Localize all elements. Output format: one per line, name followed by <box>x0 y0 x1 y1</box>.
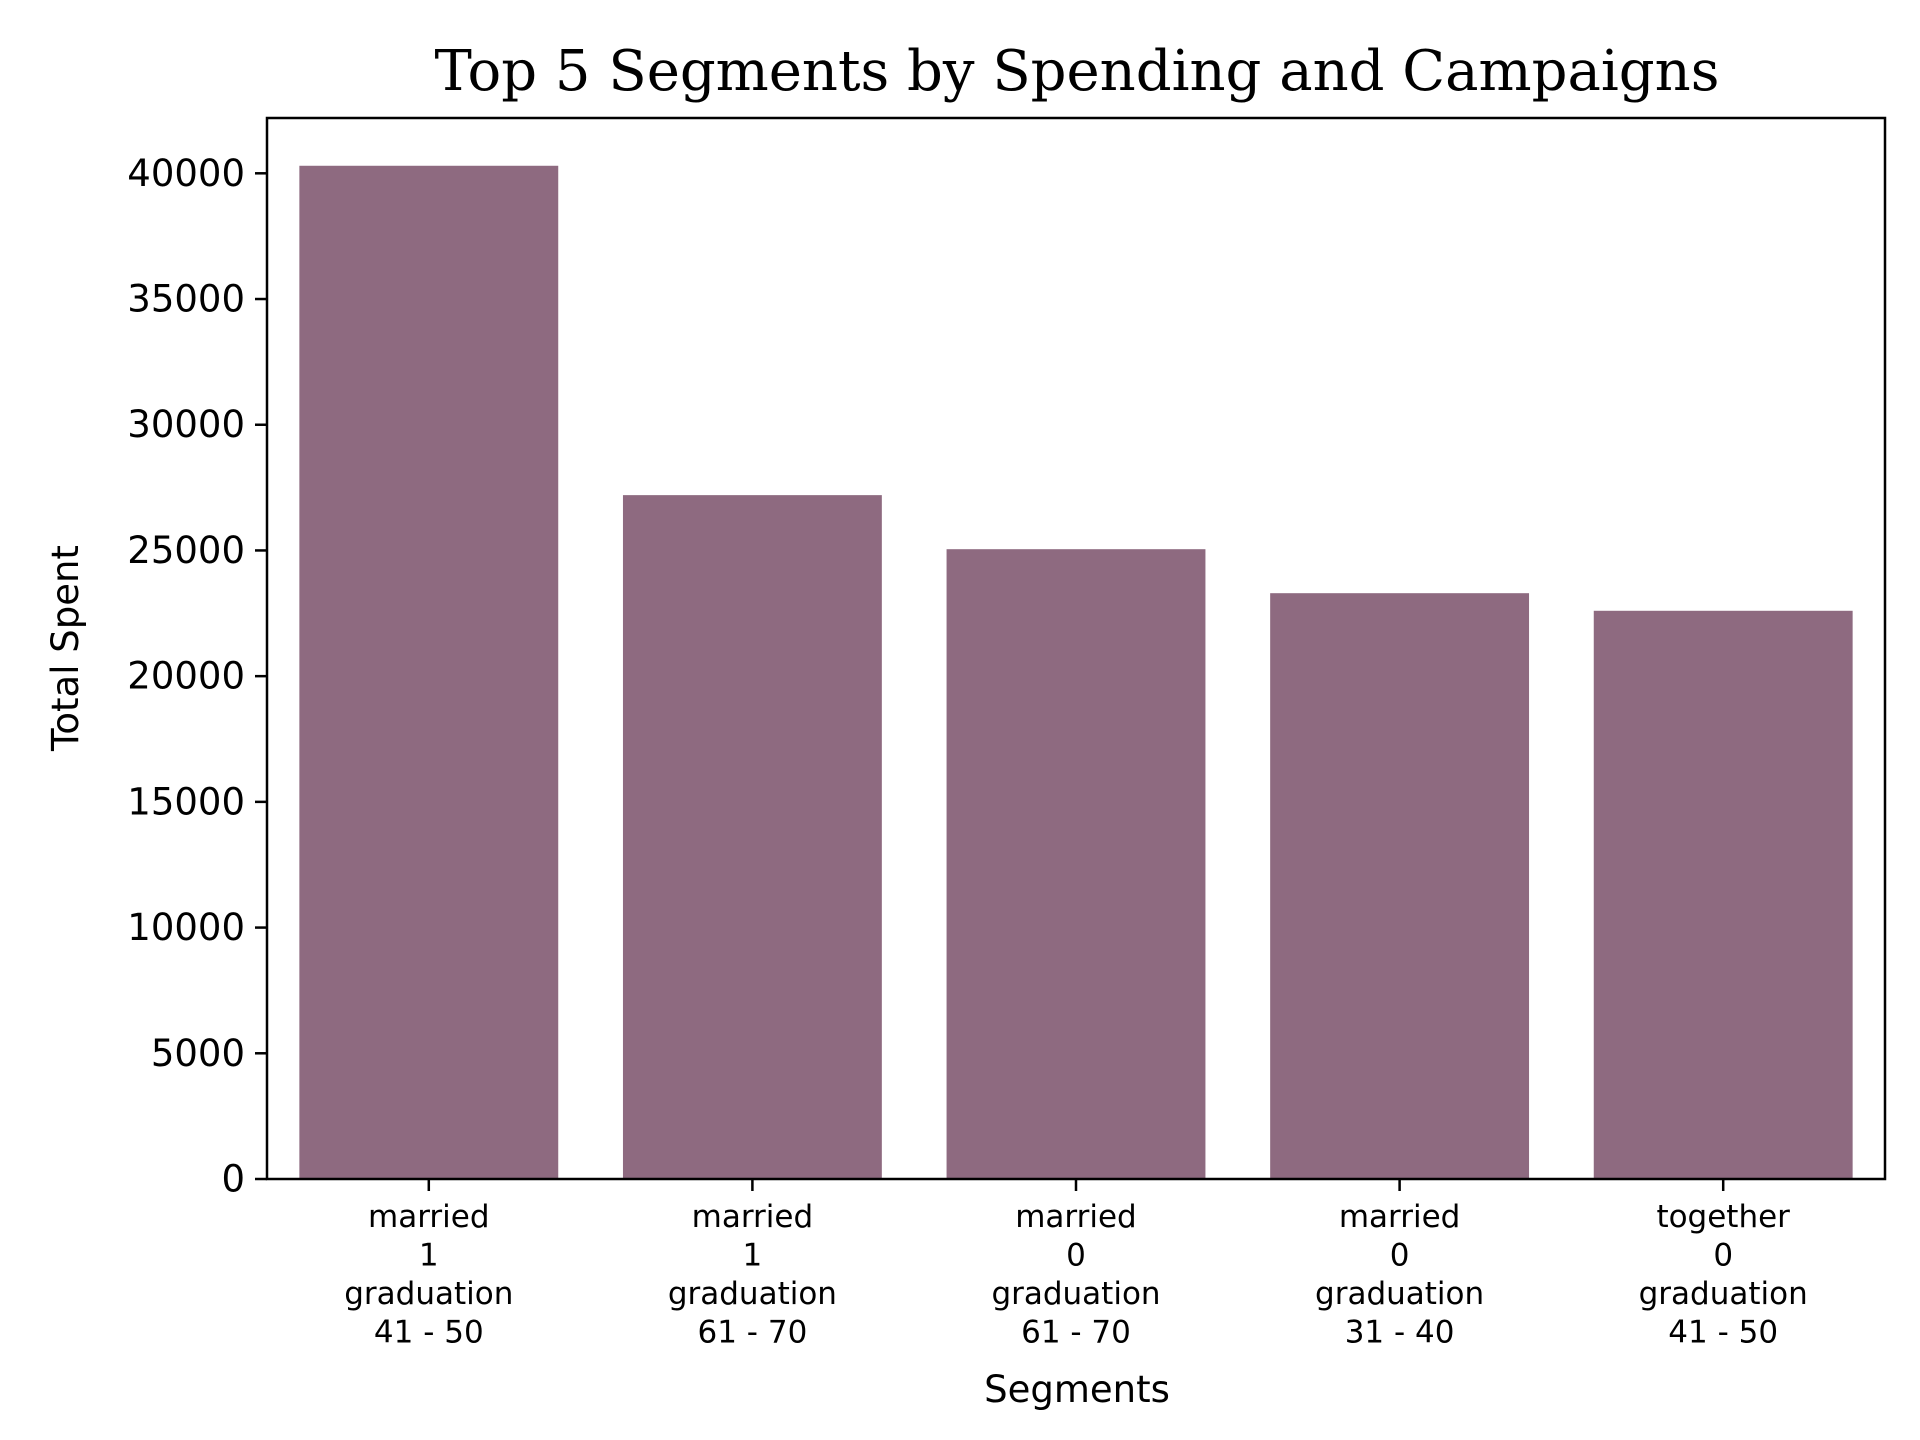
x-tick-label-line: graduation <box>668 1276 837 1312</box>
bar-4 <box>1270 593 1530 1179</box>
y-tick-label: 5000 <box>151 1032 245 1075</box>
x-tick-label-line: 31 - 40 <box>1345 1315 1455 1351</box>
y-tick-label: 40000 <box>127 152 245 195</box>
x-tick-label-line: graduation <box>344 1276 513 1312</box>
x-tick-label-line: married <box>1339 1199 1461 1235</box>
y-tick-label: 30000 <box>127 403 245 446</box>
x-tick-label: married 1 graduation 41 - 50 <box>344 1199 513 1351</box>
x-tick-label-line: graduation <box>1315 1276 1484 1312</box>
x-tick-label-line: married <box>1015 1199 1137 1235</box>
bar-3 <box>946 549 1206 1179</box>
x-tick-label-line: 1 <box>743 1238 763 1274</box>
y-axis-label: Total Spent <box>44 545 87 752</box>
x-tick-label-line: together <box>1656 1199 1790 1235</box>
x-tick-label-line: graduation <box>1639 1276 1808 1312</box>
x-tick-label-line: 61 - 70 <box>1021 1315 1131 1351</box>
y-tick-label: 10000 <box>127 906 245 949</box>
x-tick-label: married 0 graduation 61 - 70 <box>991 1199 1160 1351</box>
x-tick-label-line: 1 <box>419 1238 439 1274</box>
bar-2 <box>622 495 882 1179</box>
x-tick-label: married 1 graduation 61 - 70 <box>668 1199 837 1351</box>
x-tick-label-line: 61 - 70 <box>698 1315 808 1351</box>
y-tick-label: 15000 <box>127 780 245 823</box>
x-tick-label-line: married <box>692 1199 814 1235</box>
y-tick-label: 0 <box>221 1158 245 1201</box>
x-tick-label: married 0 graduation 31 - 40 <box>1315 1199 1484 1351</box>
y-tick-label: 20000 <box>127 655 245 698</box>
chart-title: Top 5 Segments by Spending and Campaigns <box>435 39 1720 104</box>
x-tick-label-line: graduation <box>991 1276 1160 1312</box>
x-tick-label-line: 0 <box>1066 1238 1086 1274</box>
y-tick-label: 35000 <box>127 278 245 321</box>
y-tick-label: 25000 <box>127 529 245 572</box>
bar-5 <box>1593 610 1853 1179</box>
x-tick-label-line: 0 <box>1713 1238 1733 1274</box>
bar-1 <box>299 165 559 1179</box>
x-axis-label: Segments <box>984 1368 1170 1411</box>
x-tick-label-line: 41 - 50 <box>374 1315 484 1351</box>
x-tick-label-line: married <box>368 1199 490 1235</box>
x-tick-label-line: 41 - 50 <box>1668 1315 1778 1351</box>
x-tick-label-line: 0 <box>1390 1238 1410 1274</box>
x-tick-label: together 0 graduation 41 - 50 <box>1639 1199 1808 1351</box>
plot-area: 0 5000 10000 15000 20000 25000 30000 35000 40000… <box>127 116 1887 1351</box>
